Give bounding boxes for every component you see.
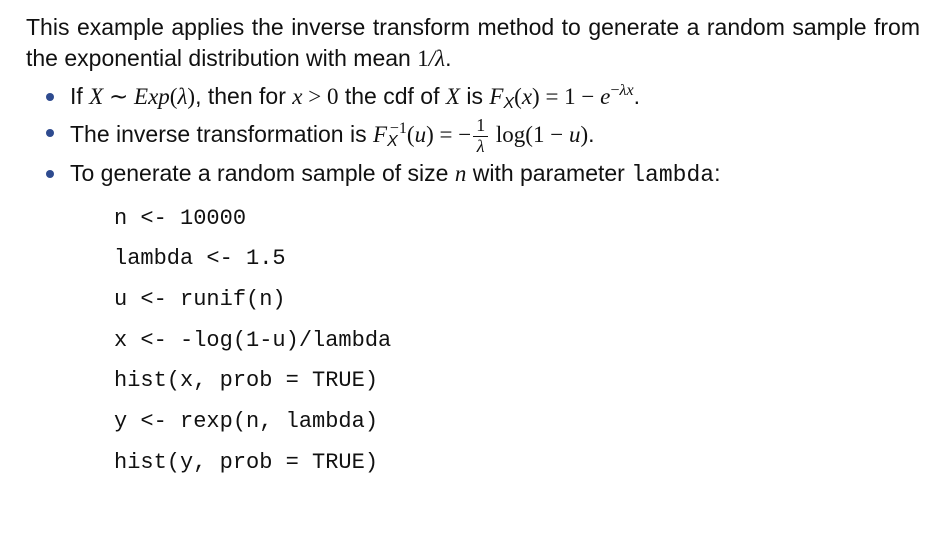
b1-then: , then for	[195, 83, 292, 109]
b2-rp: )	[426, 122, 434, 147]
b1-lp2: (	[514, 84, 522, 109]
b2-text: The inverse transformation is	[70, 121, 373, 147]
b1-exp: −λx	[610, 81, 633, 99]
bullet-2: The inverse transformation is FX−1(u) = …	[44, 117, 920, 156]
intro-paragraph: This example applies the inverse transfo…	[26, 12, 920, 74]
b2-sup: −1	[390, 119, 407, 137]
b2-sup-t: −1	[390, 120, 407, 137]
b1-sub: X	[503, 94, 514, 112]
b1-rp: )	[187, 84, 195, 109]
b1-cdfof: the cdf of	[338, 83, 445, 109]
mean-lambda: λ	[435, 46, 445, 71]
code-line-5: hist(x, prob = TRUE)	[114, 368, 378, 393]
code-block: n <- 10000 lambda <- 1.5 u <- runif(n) x…	[114, 199, 920, 484]
b1-Exp: Exp	[134, 84, 170, 109]
code-line-2: lambda <- 1.5	[114, 246, 286, 271]
code-line-1: n <- 10000	[114, 206, 246, 231]
b1-gt0: > 0	[302, 84, 338, 109]
b3-param: lambda	[631, 162, 714, 188]
b2-frac-num: 1	[473, 117, 488, 137]
b1-X: X	[89, 84, 103, 109]
b1-e: e	[600, 84, 610, 109]
b1-eq: = 1 −	[540, 84, 600, 109]
intro-text: This example applies the inverse transfo…	[26, 14, 920, 71]
b3-post: :	[714, 160, 720, 186]
b3-pre: To generate a random sample of size	[70, 160, 455, 186]
bullet-1: If X ∼ Exp(λ), then for x > 0 the cdf of…	[44, 80, 920, 115]
b2-dot: .	[588, 121, 594, 147]
code-line-3: u <- runif(n)	[114, 287, 286, 312]
b1-is: is	[460, 83, 489, 109]
b3-mid: with parameter	[466, 160, 631, 186]
b1-xarg: x	[522, 84, 532, 109]
b2-u2: u	[569, 122, 581, 147]
b1-exp-x: x	[626, 82, 633, 99]
b1-sim: ∼	[103, 84, 134, 109]
b2-u: u	[415, 122, 427, 147]
b3-n: n	[455, 161, 467, 186]
bullet-3: To generate a random sample of size n wi…	[44, 158, 920, 484]
code-line-4: x <- -log(1-u)/lambda	[114, 328, 391, 353]
b2-lp: (	[407, 122, 415, 147]
b2-log: log(1 −	[490, 122, 569, 147]
b2-F: F	[373, 122, 387, 147]
b1-if: If	[70, 83, 89, 109]
b1-rp2: )	[532, 84, 540, 109]
b1-F: F	[489, 84, 503, 109]
code-line-6: y <- rexp(n, lambda)	[114, 409, 378, 434]
code-line-7: hist(y, prob = TRUE)	[114, 450, 378, 475]
slide-content: { "intro_pre": "This example applies the…	[0, 0, 946, 536]
mean-1: 1	[417, 46, 429, 71]
b2-frac: 1λ	[473, 117, 488, 156]
b1-dot: .	[634, 83, 640, 109]
b1-X2: X	[446, 84, 460, 109]
b2-rp2: )	[580, 122, 588, 147]
b2-frac-den: λ	[473, 137, 488, 156]
b1-x: x	[292, 84, 302, 109]
bullet-list: If X ∼ Exp(λ), then for x > 0 the cdf of…	[44, 80, 920, 483]
b1-lambda: λ	[177, 84, 187, 109]
b2-eq: = −	[434, 122, 471, 147]
intro-dot: .	[445, 45, 451, 71]
